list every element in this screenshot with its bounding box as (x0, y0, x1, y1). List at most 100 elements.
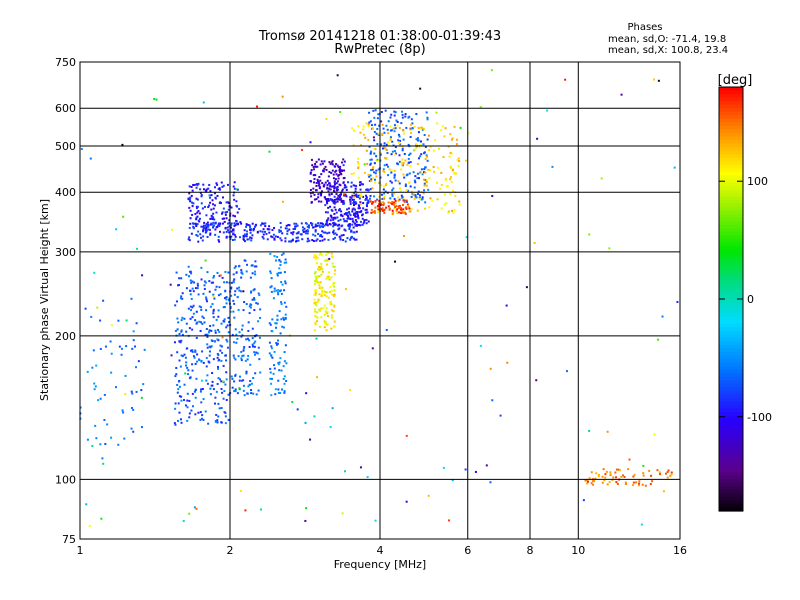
colorbar-band (719, 433, 743, 438)
y-tick-label: 750 (55, 56, 76, 69)
colorbar-band (719, 157, 743, 162)
data-point (582, 499, 585, 502)
data-point (233, 233, 236, 236)
data-point (457, 164, 460, 167)
data-point (333, 183, 336, 186)
data-point (195, 233, 198, 236)
data-point (230, 375, 233, 378)
data-point (219, 344, 222, 347)
data-point (246, 238, 249, 241)
data-point (192, 290, 195, 293)
data-point (337, 228, 340, 231)
data-point (642, 474, 645, 477)
data-point (241, 324, 244, 327)
colorbar-band (719, 295, 743, 300)
data-point (237, 355, 240, 358)
colorbar-band (719, 369, 743, 374)
data-point (140, 426, 143, 429)
data-point (353, 198, 356, 201)
data-point (383, 192, 386, 195)
data-point (309, 192, 312, 195)
data-point (285, 305, 288, 308)
data-point (287, 223, 290, 226)
data-point (417, 192, 420, 195)
data-point (397, 199, 400, 202)
data-point (92, 349, 95, 352)
data-point (394, 127, 397, 130)
data-point (402, 197, 405, 200)
data-point (219, 222, 222, 225)
data-point (203, 280, 206, 283)
data-point (363, 220, 366, 223)
data-point (321, 230, 324, 233)
data-point (333, 325, 336, 328)
data-point (326, 224, 329, 227)
data-point (211, 380, 214, 383)
data-point (194, 222, 197, 225)
data-point (404, 212, 407, 215)
data-point (339, 172, 342, 175)
data-point (253, 297, 256, 300)
data-point (359, 466, 362, 469)
data-point (155, 98, 158, 101)
data-point (210, 384, 213, 387)
data-point (246, 337, 249, 340)
data-point (602, 468, 605, 471)
data-point (276, 274, 279, 277)
data-point (247, 354, 250, 357)
data-point (214, 228, 217, 231)
data-point (491, 195, 494, 198)
data-point (371, 187, 374, 190)
data-point (249, 363, 252, 366)
data-point (357, 176, 360, 179)
data-point (408, 207, 411, 210)
data-point (218, 230, 221, 233)
data-point (232, 228, 235, 231)
data-point (369, 188, 372, 191)
data-point (380, 184, 383, 187)
data-point (351, 217, 354, 220)
data-point (415, 138, 418, 141)
data-point (201, 414, 204, 417)
data-point (608, 247, 611, 250)
data-point (226, 226, 229, 229)
data-point (383, 185, 386, 188)
data-point (417, 139, 420, 142)
data-point (183, 317, 186, 320)
data-point (207, 225, 210, 228)
data-point (179, 365, 182, 368)
data-point (238, 207, 241, 210)
data-point (362, 222, 365, 225)
data-point (428, 168, 431, 171)
data-point (325, 295, 328, 298)
data-point (329, 426, 332, 429)
data-point (443, 203, 446, 206)
data-point (351, 127, 354, 130)
data-point (270, 394, 273, 397)
data-point (398, 142, 401, 145)
data-point (280, 253, 283, 256)
data-point (640, 523, 643, 526)
data-point (381, 197, 384, 200)
data-point (266, 228, 269, 231)
data-point (397, 180, 400, 183)
data-point (280, 318, 283, 321)
data-point (200, 417, 203, 420)
data-point (276, 255, 279, 258)
data-point (310, 201, 313, 204)
data-point (352, 201, 355, 204)
data-point (85, 503, 88, 506)
data-point (270, 345, 273, 348)
data-point (321, 270, 324, 273)
colorbar-band (719, 224, 743, 229)
data-point (398, 135, 401, 138)
data-point (191, 280, 194, 283)
data-point (398, 198, 401, 201)
data-point (375, 169, 378, 172)
data-point (331, 407, 334, 410)
data-point (343, 186, 346, 189)
data-point (208, 329, 211, 332)
data-point (321, 286, 324, 289)
data-point (206, 235, 209, 238)
data-point (278, 310, 281, 313)
